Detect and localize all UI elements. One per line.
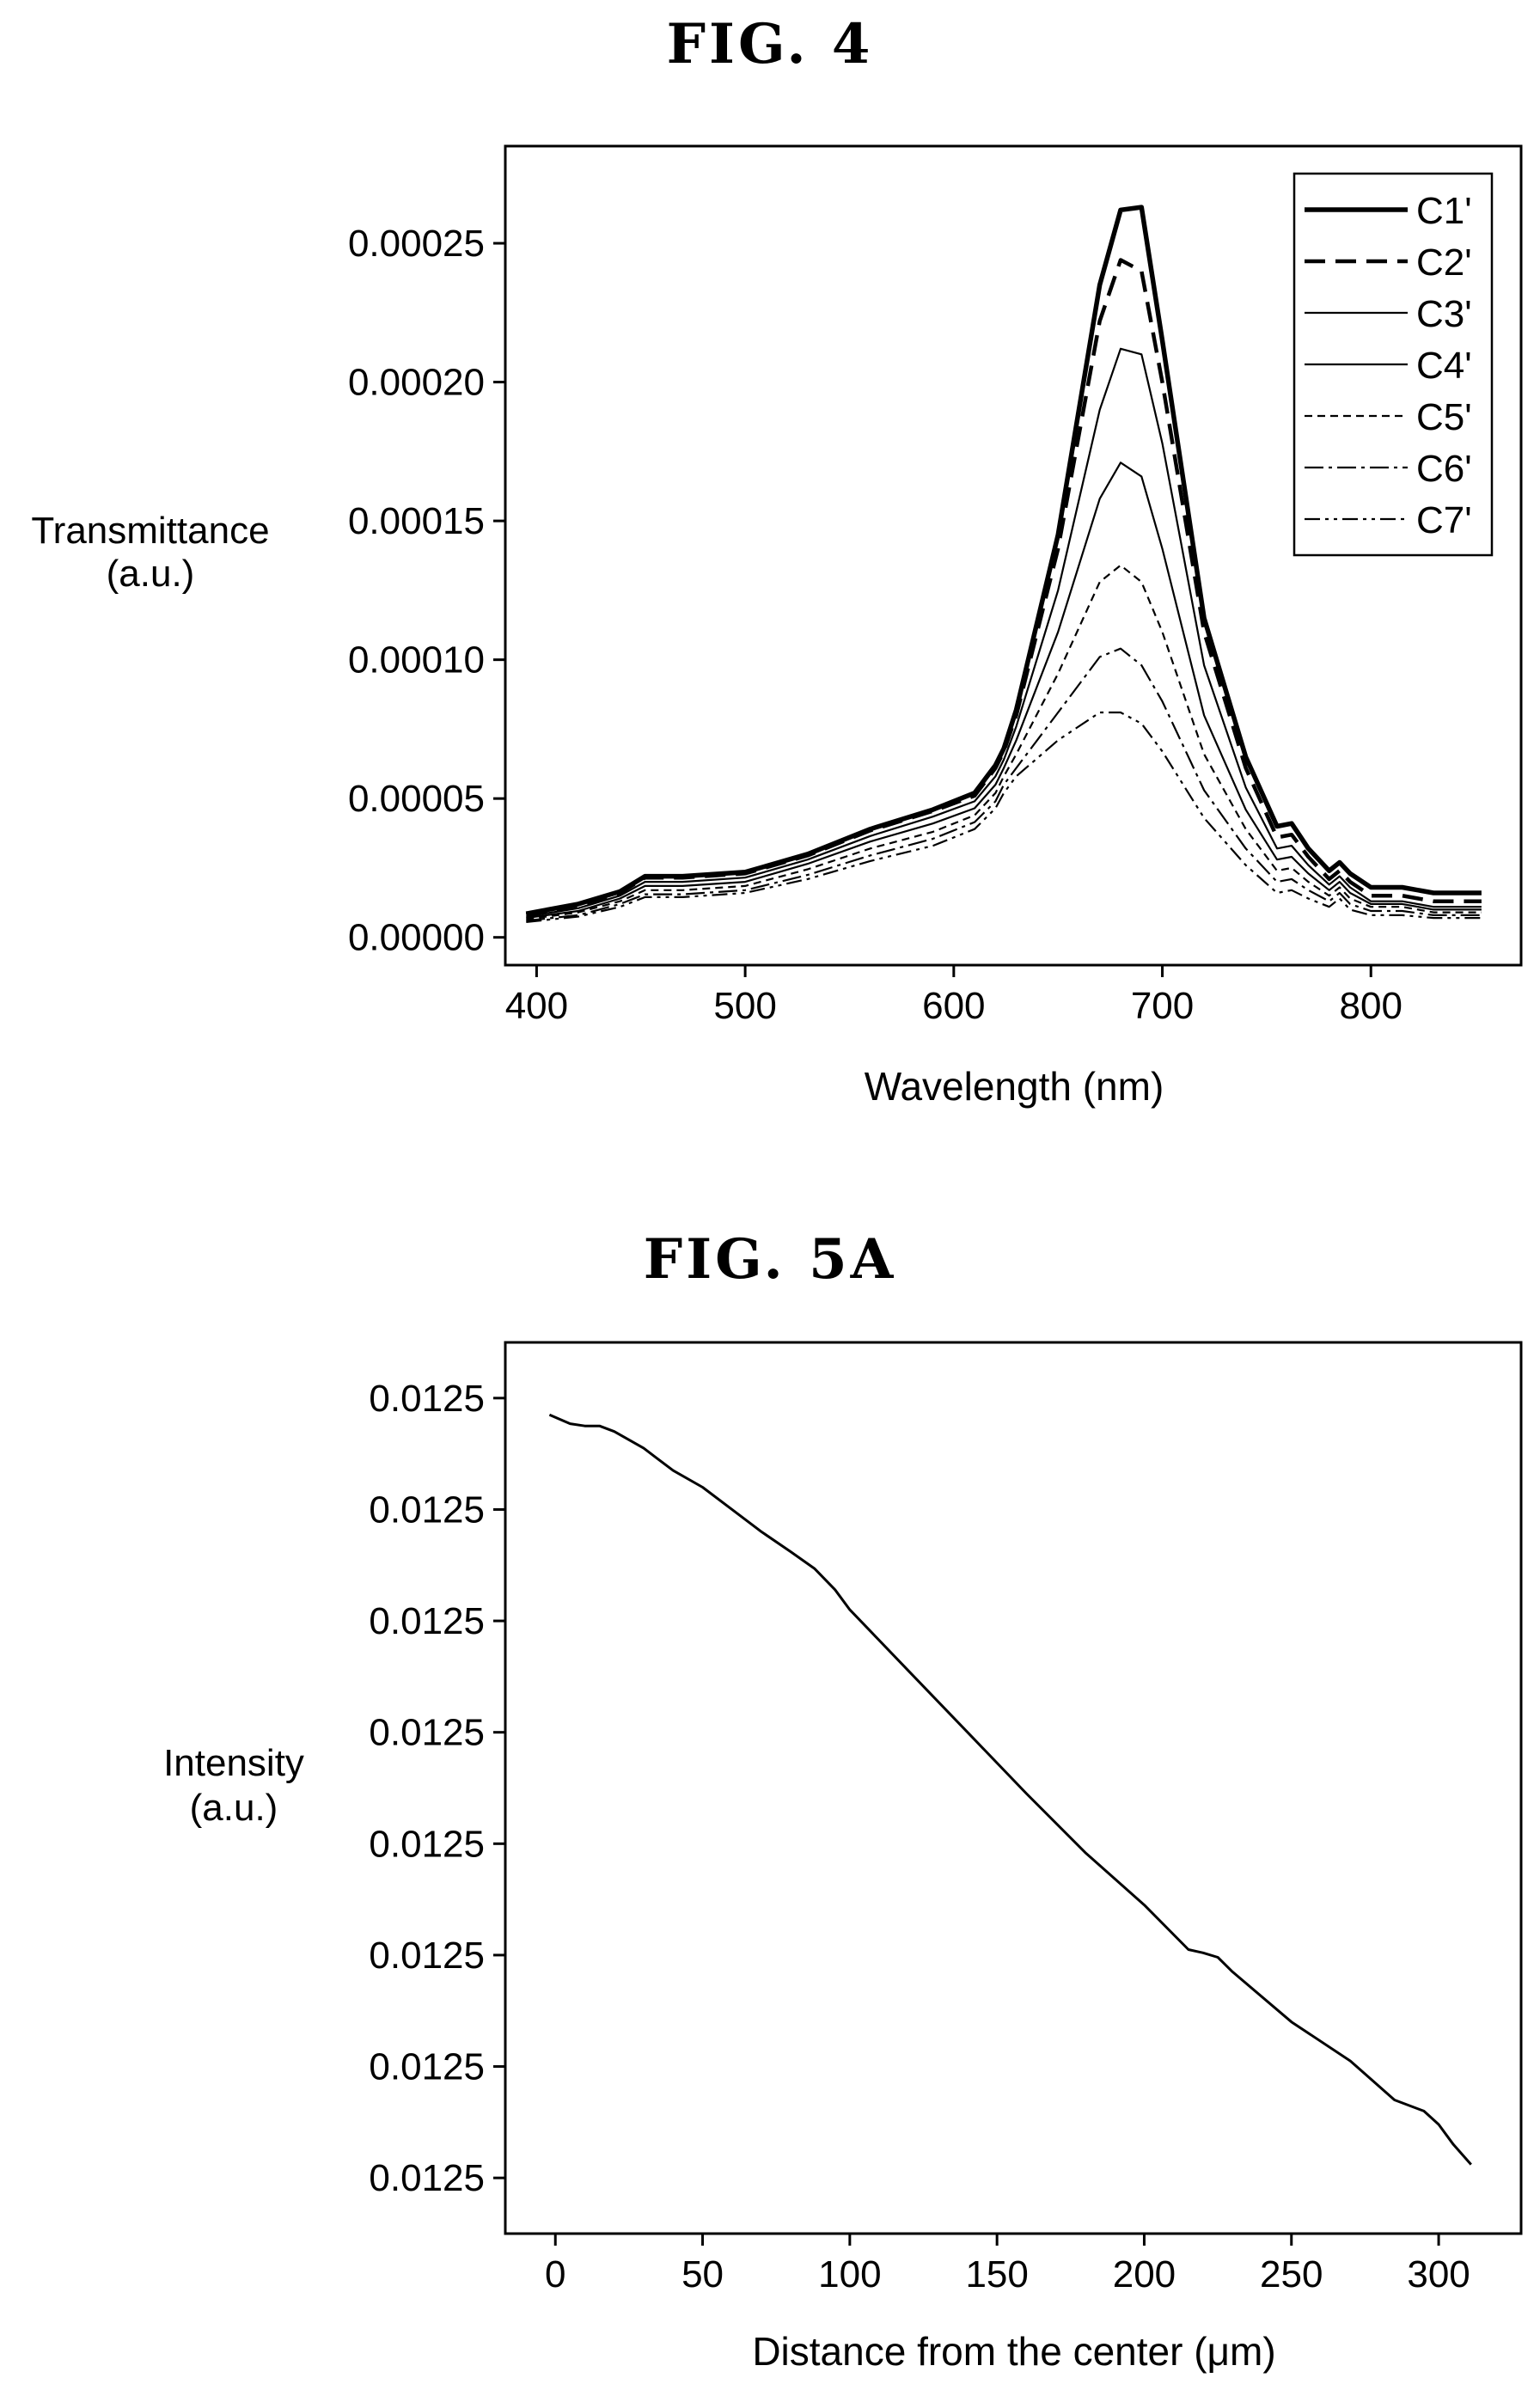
y-axis-label-line2: (a.u.) bbox=[190, 1787, 278, 1829]
x-tick-label: 600 bbox=[922, 985, 985, 1027]
x-tick-label: 500 bbox=[713, 985, 776, 1027]
x-tick-label: 0 bbox=[545, 2253, 565, 2295]
x-tick-label: 200 bbox=[1113, 2253, 1176, 2295]
y-tick-label: 0.0125 bbox=[369, 1378, 485, 1420]
x-tick-label: 50 bbox=[681, 2253, 724, 2295]
x-tick-label: 400 bbox=[505, 985, 568, 1027]
x-tick-label: 700 bbox=[1131, 985, 1194, 1027]
y-tick-label: 0.00000 bbox=[348, 917, 485, 959]
y-tick-label: 0.00010 bbox=[348, 639, 485, 682]
y-axis-label-line2: (a.u.) bbox=[107, 553, 195, 595]
legend-label: C7' bbox=[1416, 499, 1472, 541]
x-tick-label: 250 bbox=[1260, 2253, 1323, 2295]
legend-label: C6' bbox=[1416, 448, 1472, 490]
series-line bbox=[548, 1413, 1472, 2166]
y-tick-label: 0.0125 bbox=[369, 1488, 485, 1531]
x-tick-label: 800 bbox=[1340, 985, 1402, 1027]
plot-frame bbox=[504, 144, 1523, 967]
figure-4-title: FIG. 4 bbox=[666, 12, 874, 76]
series-line-c6 bbox=[526, 647, 1482, 922]
y-tick-label: 0.00015 bbox=[348, 500, 485, 542]
figure-5a-title: FIG. 5A bbox=[643, 1227, 897, 1292]
series-line-c4 bbox=[526, 462, 1482, 920]
intensity-chart: Intensity (a.u.) Distance from the cente… bbox=[163, 1341, 1523, 2374]
series-line-c1 bbox=[525, 205, 1482, 916]
y-axis-label-line1: Intensity bbox=[163, 1742, 304, 1784]
y-tick-label: 0.0125 bbox=[369, 1935, 485, 1977]
legend-label: C1' bbox=[1416, 190, 1472, 232]
y-tick-label: 0.0125 bbox=[369, 1600, 485, 1642]
y-axis-label-line1: Transmittance bbox=[31, 510, 269, 552]
series-line-c2 bbox=[525, 258, 1482, 917]
y-tick-label: 0.00025 bbox=[348, 223, 485, 265]
legend-label: C5' bbox=[1416, 396, 1472, 438]
series-line-c7 bbox=[526, 711, 1482, 923]
x-axis-label: Wavelength (nm) bbox=[865, 1064, 1164, 1109]
x-tick-label: 100 bbox=[818, 2253, 881, 2295]
series-line-c3 bbox=[526, 347, 1482, 918]
y-tick-label: 0.0125 bbox=[369, 1823, 485, 1865]
y-tick-label: 0.0125 bbox=[369, 2157, 485, 2199]
legend-label: C3' bbox=[1416, 293, 1472, 335]
y-tick-label: 0.00005 bbox=[348, 778, 485, 820]
x-axis-label: Distance from the center (μm) bbox=[752, 2329, 1275, 2374]
series-line-c5 bbox=[526, 564, 1482, 920]
y-tick-label: 0.0125 bbox=[369, 2046, 485, 2088]
legend-label: C4' bbox=[1416, 345, 1472, 387]
plot-frame bbox=[504, 1341, 1523, 2235]
y-tick-label: 0.00020 bbox=[348, 362, 485, 404]
legend-label: C2' bbox=[1416, 241, 1472, 284]
x-tick-label: 300 bbox=[1407, 2253, 1470, 2295]
x-tick-label: 150 bbox=[965, 2253, 1028, 2295]
y-tick-label: 0.0125 bbox=[369, 1712, 485, 1754]
transmittance-chart: Transmittance (a.u.) Wavelength (nm) 400… bbox=[31, 144, 1523, 1109]
